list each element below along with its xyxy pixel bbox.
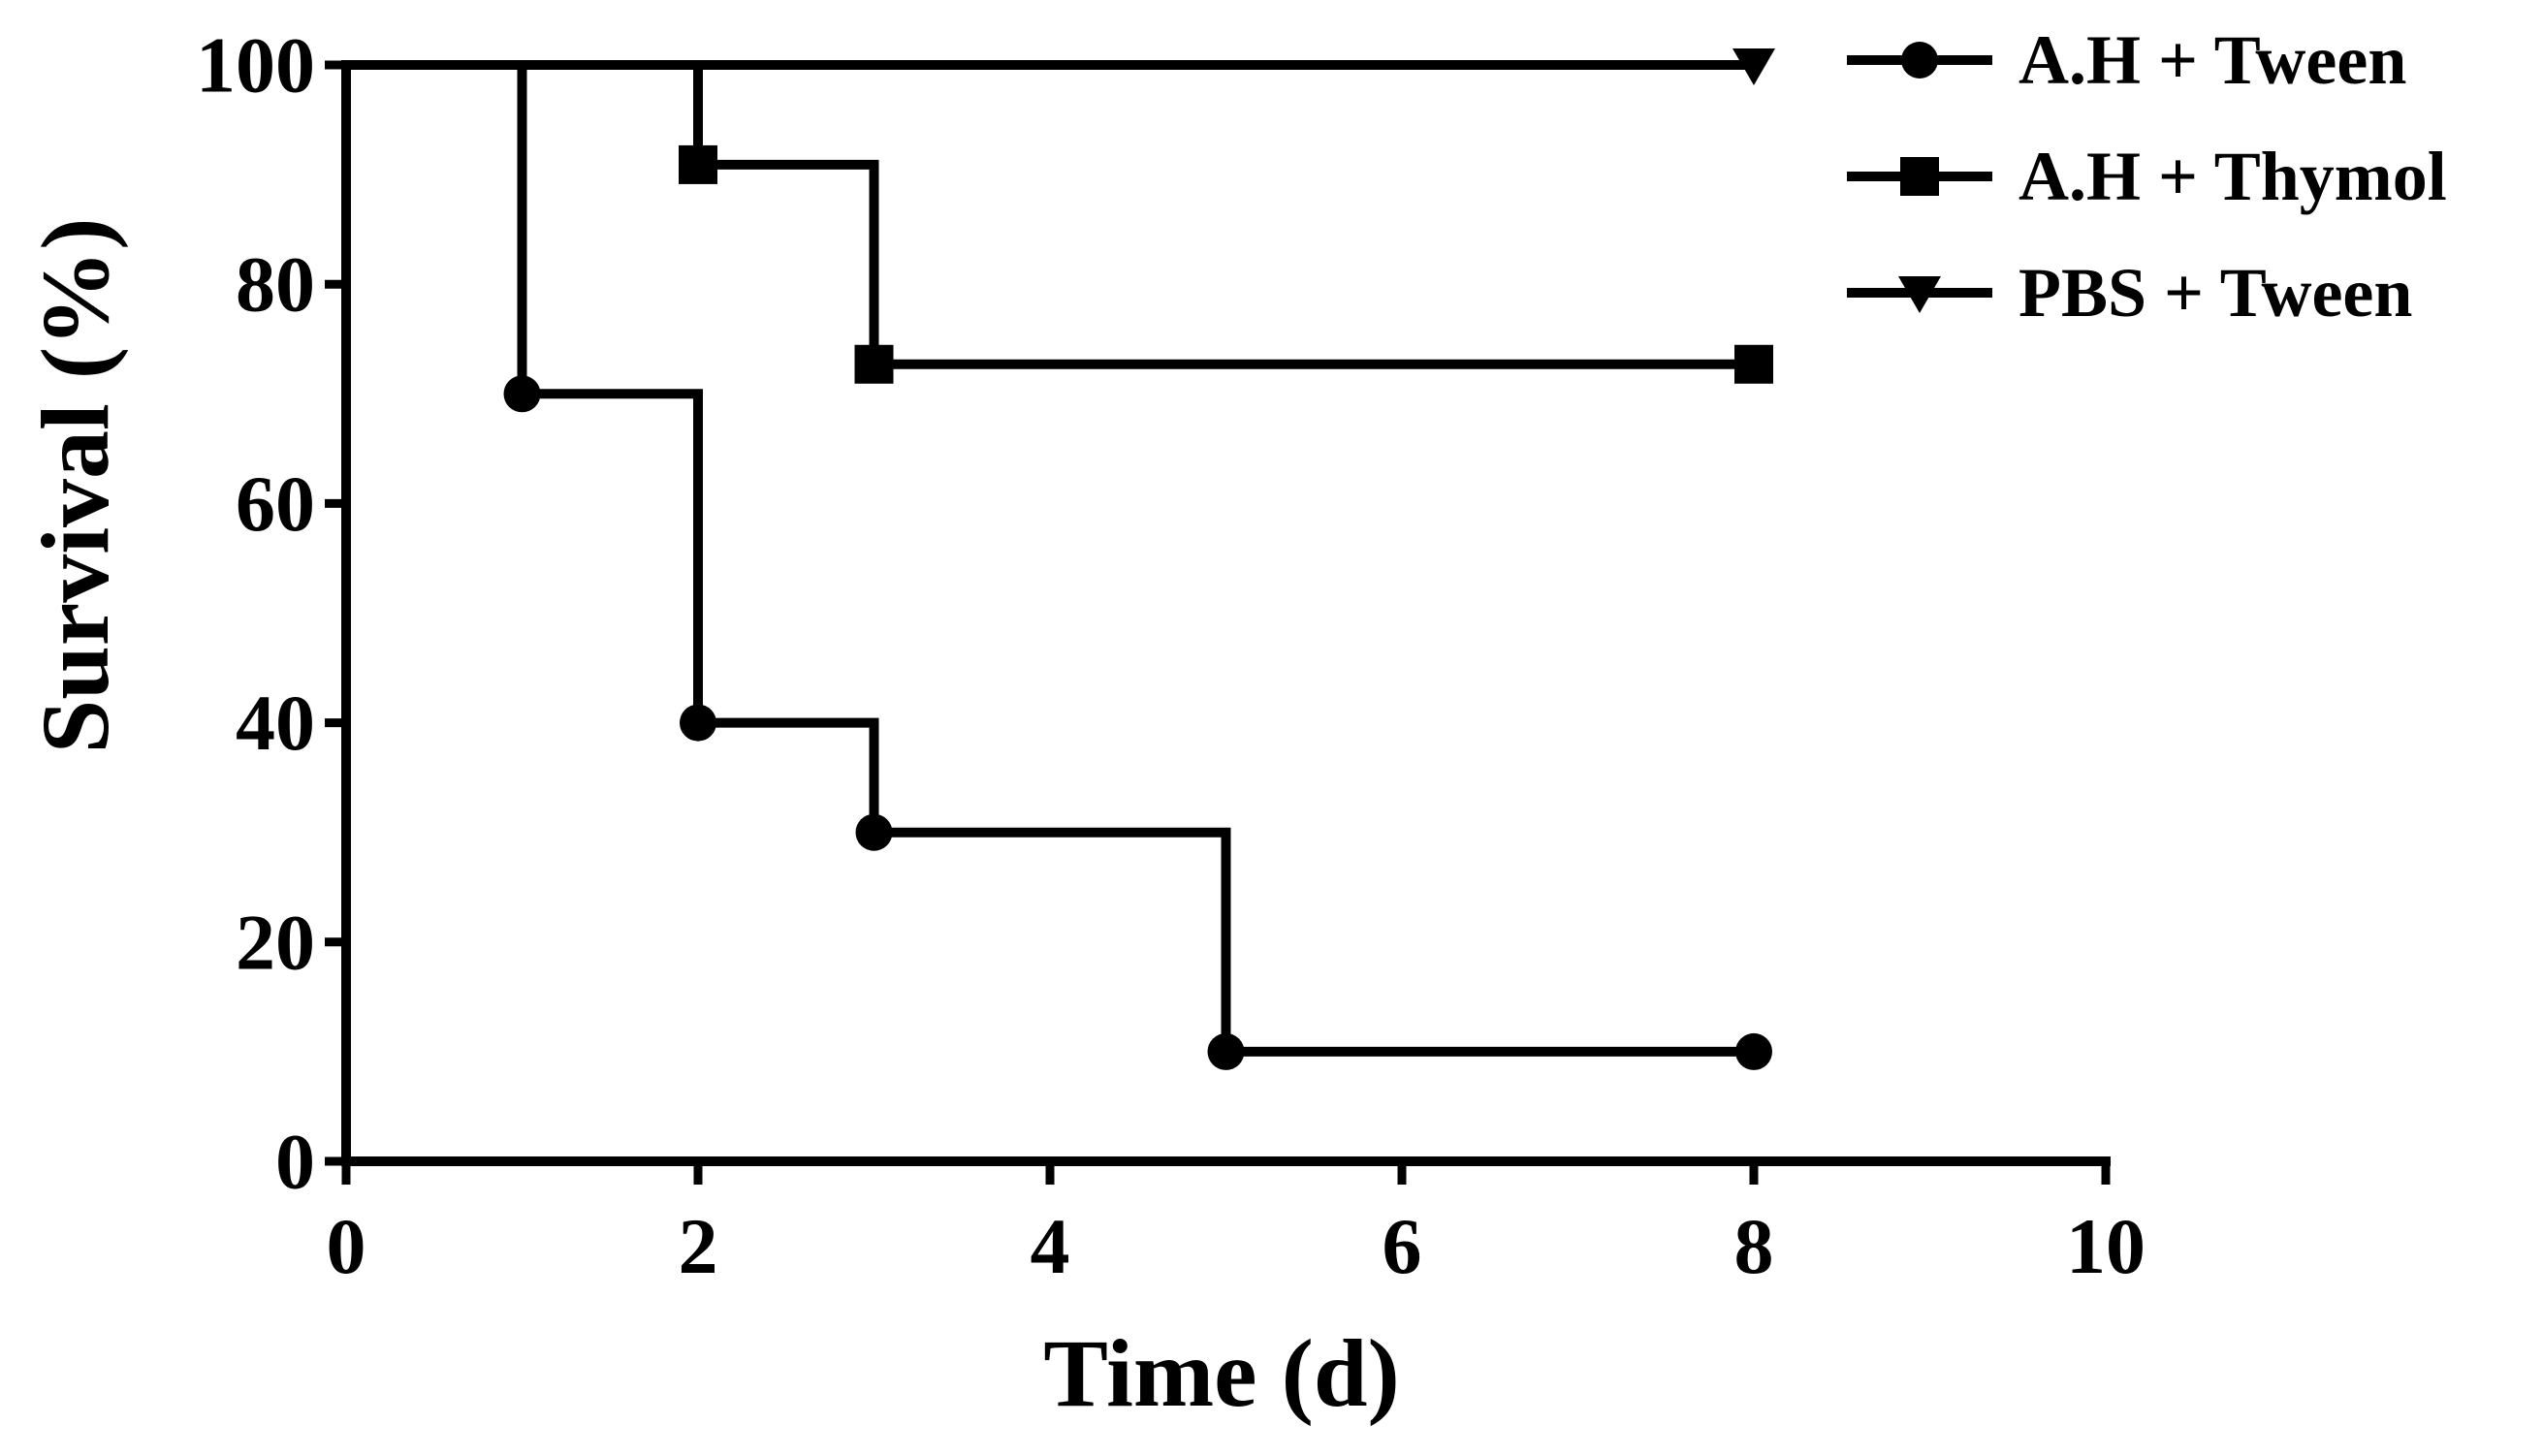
x-axis-title: Time (d)	[1043, 1319, 1400, 1427]
x-tick-label: 8	[1734, 1202, 1774, 1290]
legend-label-2: A.H + Thymol	[2019, 138, 2447, 215]
data-point-1	[503, 375, 541, 413]
plot-lines	[341, 60, 1759, 1057]
x-tick-label: 2	[679, 1202, 718, 1290]
y-tick-label: 0	[275, 1118, 315, 1206]
data-point-1	[1207, 1032, 1245, 1070]
data-point-2	[854, 344, 894, 384]
legend-marker-3	[1898, 276, 1941, 313]
plot-markers	[503, 48, 1775, 1070]
plot-axes: 0 20 40 60 80 100 0 2 4 6 8 10	[196, 21, 2146, 1291]
y-tick-label: 20	[236, 898, 315, 986]
legend-marker-1	[1901, 42, 1938, 79]
series-line-1	[341, 60, 1759, 1057]
legend-label-3: PBS + Tween	[2019, 254, 2412, 332]
x-tick-label: 4	[1031, 1202, 1070, 1290]
legend-marker-2	[1900, 157, 1939, 196]
x-tick-label: 6	[1383, 1202, 1422, 1290]
data-point-1	[855, 813, 893, 851]
data-point-3	[1732, 48, 1775, 85]
legend-label-1: A.H + Tween	[2019, 21, 2406, 99]
y-tick-label: 60	[236, 459, 315, 548]
x-tick-label: 10	[2066, 1202, 2146, 1290]
y-tick-label: 80	[236, 240, 315, 329]
data-point-2	[1734, 344, 1773, 384]
data-point-1	[1735, 1032, 1772, 1070]
x-tick-label: 0	[327, 1202, 366, 1290]
series-line-2	[341, 60, 1759, 369]
y-axis-title: Survival (%)	[21, 218, 129, 754]
legend: A.H + Tween A.H + Thymol PBS + Tween	[1847, 21, 2447, 332]
y-tick-label: 40	[236, 679, 315, 767]
data-point-1	[680, 704, 716, 742]
data-point-2	[679, 144, 717, 184]
y-tick-label: 100	[196, 21, 315, 110]
